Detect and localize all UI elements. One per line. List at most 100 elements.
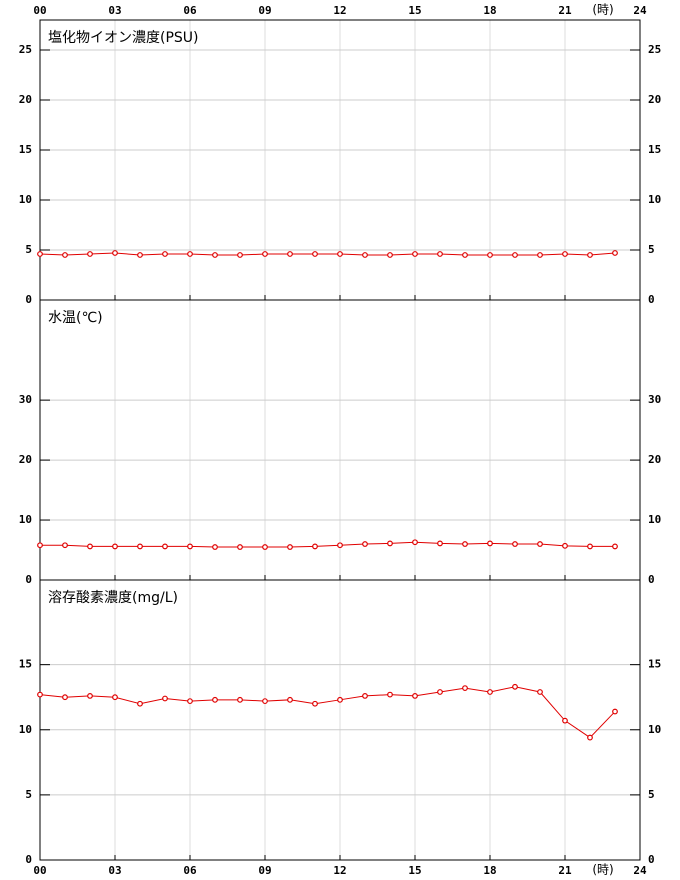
data-point: [312, 543, 318, 550]
data-point: [412, 539, 418, 546]
x-tick-label: 18: [483, 864, 496, 877]
data-point: [362, 541, 368, 547]
y-tick-label: 10: [19, 723, 32, 736]
y-tick-label: 0: [25, 853, 32, 866]
data-point: [437, 689, 443, 695]
data-point: [187, 698, 193, 705]
data-point: [287, 544, 293, 550]
data-point: [62, 252, 68, 258]
data-point: [537, 252, 543, 258]
y-tick-label: 5: [25, 243, 32, 256]
panel-title: 水温(℃): [48, 310, 103, 326]
data-point: [537, 541, 543, 547]
y-tick-label: 25: [648, 43, 661, 56]
x-tick-label: 21: [558, 864, 572, 877]
data-point: [312, 700, 318, 707]
y-tick-label: 20: [19, 453, 32, 466]
data-point: [362, 252, 368, 258]
data-point: [212, 544, 218, 550]
panel-title: 塩化物イオン濃度(PSU): [48, 30, 199, 46]
data-point: [362, 693, 368, 699]
y-tick-label: 15: [19, 143, 32, 156]
data-point: [462, 252, 468, 258]
data-point: [462, 541, 468, 547]
x-tick-label: 24: [633, 864, 647, 877]
data-point: [112, 694, 118, 701]
data-point: [387, 691, 393, 698]
data-point: [37, 251, 43, 257]
y-tick-label: 0: [648, 853, 655, 866]
data-point: [62, 542, 68, 549]
data-point: [137, 700, 143, 707]
y-tick-label: 0: [25, 293, 32, 306]
data-point: [287, 251, 293, 257]
x-tick-label: 06: [183, 864, 197, 877]
data-point: [562, 542, 568, 549]
x-tick-label: 03: [108, 4, 121, 17]
data-point: [87, 693, 93, 699]
data-point: [337, 251, 343, 257]
y-tick-label: 15: [648, 143, 661, 156]
data-point: [537, 689, 543, 695]
plot-frame: [39, 579, 641, 861]
y-tick-label: 15: [19, 658, 32, 671]
data-point: [262, 251, 268, 257]
x-tick-label: 12: [333, 864, 346, 877]
x-tick-label: 09: [258, 4, 271, 17]
x-tick-label: 18: [483, 4, 496, 17]
data-point: [112, 250, 118, 256]
data-point: [237, 252, 243, 258]
data-point: [387, 252, 393, 258]
y-tick-label: 10: [648, 723, 661, 736]
data-point: [562, 251, 568, 257]
data-point: [37, 542, 43, 549]
data-point: [287, 696, 293, 703]
data-point: [587, 543, 593, 550]
data-point: [312, 251, 318, 257]
data-point: [562, 717, 568, 724]
data-point: [237, 544, 243, 550]
data-point: [87, 543, 93, 550]
data-point: [587, 252, 593, 258]
data-point: [137, 543, 143, 550]
y-tick-label: 5: [648, 243, 655, 256]
data-point: [487, 540, 493, 547]
x-axis-label: (時): [592, 3, 613, 17]
data-point: [337, 696, 343, 703]
x-tick-label: 21: [558, 4, 572, 17]
x-tick-label: 24: [633, 4, 647, 17]
data-point: [212, 252, 218, 258]
x-tick-label: 00: [33, 4, 46, 17]
data-point: [487, 252, 493, 258]
y-tick-label: 0: [648, 293, 655, 306]
data-point: [612, 708, 618, 715]
data-point: [137, 252, 143, 258]
data-point: [487, 689, 493, 695]
x-tick-label: 00: [33, 864, 46, 877]
y-tick-label: 5: [648, 788, 655, 801]
y-tick-label: 10: [648, 513, 661, 526]
data-point: [412, 251, 418, 257]
x-tick-label: 12: [333, 4, 346, 17]
data-point: [162, 251, 168, 257]
x-tick-label: 09: [258, 864, 271, 877]
y-tick-label: 20: [19, 93, 32, 106]
data-point: [512, 683, 518, 690]
data-point: [162, 695, 168, 702]
data-point: [162, 543, 168, 550]
data-point: [512, 252, 518, 258]
x-tick-label: 03: [108, 864, 121, 877]
data-point: [187, 251, 193, 257]
data-point: [587, 734, 593, 741]
data-point: [462, 685, 468, 691]
y-tick-label: 0: [25, 573, 32, 586]
data-point: [37, 691, 43, 698]
x-tick-label: 15: [408, 4, 421, 17]
data-point: [437, 251, 443, 257]
data-point: [612, 543, 618, 550]
data-point: [412, 693, 418, 699]
y-tick-label: 30: [648, 393, 661, 406]
series-line: [39, 686, 616, 739]
y-tick-label: 30: [19, 393, 32, 406]
data-point: [262, 698, 268, 705]
